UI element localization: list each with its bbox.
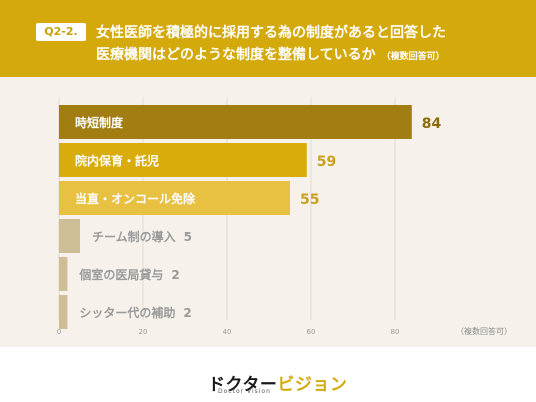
bar-category-label: 時短制度	[75, 115, 124, 130]
chart-title-note: （複数回答可）	[381, 52, 445, 62]
bar-value-label: 84	[422, 116, 442, 132]
logo-text-part2: ビジョン	[277, 375, 348, 395]
bar	[59, 181, 290, 215]
bar-value-label: 59	[317, 154, 336, 170]
logo-subtitle: Doctor Vision	[218, 388, 271, 395]
chart-title-line2: 医療機関はどのような制度を整備しているか （複数回答可）	[96, 44, 445, 64]
bar-value-label: 5	[184, 230, 192, 244]
footer	[0, 347, 536, 402]
bar-category-label: チーム制の導入	[92, 229, 176, 244]
bar-value-label: 2	[171, 268, 179, 282]
header-banner: Q2-2. 女性医師を積極的に採用する為の制度があると回答した 医療機関はどのよ…	[0, 0, 536, 77]
chart-title-text: 医療機関はどのような制度を整備しているか	[96, 47, 376, 63]
x-tick-label: 20	[139, 328, 148, 336]
bar	[59, 105, 412, 139]
x-tick-label: 40	[223, 328, 232, 336]
x-tick-label: 0	[57, 328, 61, 336]
bar	[59, 143, 307, 177]
bar-category-label: 院内保育・託児	[75, 153, 159, 168]
bar-category-label: シッター代の補助	[79, 305, 175, 320]
bar-value-label: 2	[183, 306, 191, 320]
bar-category-label: 個室の医局貸与	[78, 267, 163, 282]
bar-category-label: 当直・オンコール免除	[75, 191, 196, 206]
chart-title-line1: 女性医師を積極的に採用する為の制度があると回答した	[96, 25, 446, 41]
question-badge: Q2-2.	[36, 23, 86, 41]
x-tick-label: 60	[307, 328, 316, 336]
logo-text-part1: ドクター	[208, 375, 278, 395]
x-tick-label: 80	[391, 328, 400, 336]
x-axis-label: （複数回答可）	[456, 326, 512, 336]
bar	[59, 257, 68, 291]
brand-logo: ドクタービジョン	[208, 370, 347, 395]
bar	[59, 295, 68, 329]
bar	[59, 219, 80, 253]
bar-value-label: 55	[300, 192, 319, 208]
